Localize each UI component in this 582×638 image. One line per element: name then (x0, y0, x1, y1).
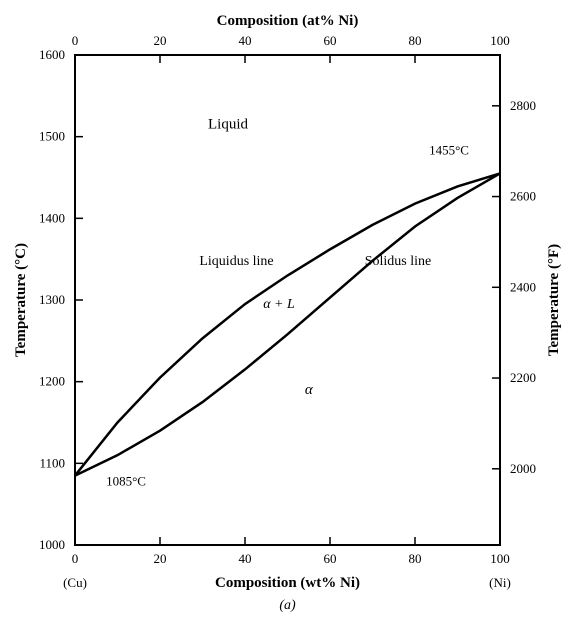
yl-tick: 1000 (39, 537, 65, 552)
xt-tick: 40 (239, 33, 252, 48)
y-right-title: Temperature (°F) (546, 244, 562, 356)
label-solidus_lbl: Solidus line (365, 254, 432, 269)
xt-tick: 60 (324, 33, 337, 48)
xt-tick: 100 (490, 33, 510, 48)
point-cu_mp: 1085°C (106, 473, 146, 488)
subcaption: (a) (279, 598, 296, 613)
yl-tick: 1300 (39, 292, 65, 307)
xt-tick: 20 (154, 33, 167, 48)
xb-tick: 100 (490, 551, 510, 566)
yr-tick: 2800 (510, 98, 536, 113)
xt-tick: 80 (409, 33, 422, 48)
xb-tick: 40 (239, 551, 252, 566)
yr-tick: 2600 (510, 189, 536, 204)
yl-tick: 1200 (39, 374, 65, 389)
end-right: (Ni) (489, 575, 511, 590)
yl-tick: 1100 (39, 455, 65, 470)
label-liquidus_lbl: Liquidus line (199, 254, 273, 269)
yl-tick: 1500 (39, 129, 65, 144)
xb-tick: 80 (409, 551, 422, 566)
solidus-curve (75, 173, 500, 475)
yl-tick: 1400 (39, 210, 65, 225)
x-bottom-title: Composition (wt% Ni) (215, 575, 360, 591)
end-left: (Cu) (63, 575, 87, 590)
y-left-title: Temperature (°C) (13, 243, 29, 357)
yr-tick: 2200 (510, 370, 536, 385)
xt-tick: 0 (72, 33, 79, 48)
xb-tick: 60 (324, 551, 337, 566)
yr-tick: 2400 (510, 279, 536, 294)
chart-svg: 0204060801000204060801001000110012001300… (0, 0, 582, 638)
phase-diagram-chart: 0204060801000204060801001000110012001300… (0, 0, 582, 638)
liquidus-curve (75, 173, 500, 475)
x-top-title: Composition (at% Ni) (217, 13, 359, 29)
region-alpha: α (305, 382, 314, 398)
xb-tick: 0 (72, 551, 79, 566)
yr-tick: 2000 (510, 461, 536, 476)
xb-tick: 20 (154, 551, 167, 566)
region-liquid: Liquid (208, 117, 248, 133)
point-ni_mp: 1455°C (429, 143, 469, 158)
yl-tick: 1600 (39, 47, 65, 62)
region-alpha_plus_L: α + L (263, 297, 295, 312)
